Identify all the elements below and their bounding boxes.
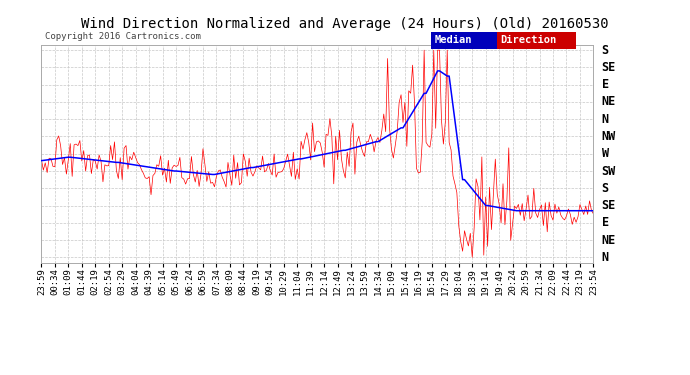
Text: Median: Median	[435, 35, 472, 45]
Text: Wind Direction Normalized and Average (24 Hours) (Old) 20160530: Wind Direction Normalized and Average (2…	[81, 17, 609, 31]
Text: NE: NE	[602, 234, 616, 246]
Text: SW: SW	[602, 165, 616, 177]
Text: NW: NW	[602, 130, 616, 143]
Text: SE: SE	[602, 199, 616, 212]
Text: E: E	[602, 78, 609, 91]
Text: N: N	[602, 113, 609, 126]
Text: E: E	[602, 216, 609, 229]
Text: S: S	[602, 182, 609, 195]
Text: S: S	[602, 44, 609, 57]
Text: Direction: Direction	[500, 35, 557, 45]
Text: SE: SE	[602, 61, 616, 74]
Text: Copyright 2016 Cartronics.com: Copyright 2016 Cartronics.com	[45, 32, 201, 41]
Text: N: N	[602, 251, 609, 264]
Text: NE: NE	[602, 96, 616, 108]
Text: W: W	[602, 147, 609, 160]
